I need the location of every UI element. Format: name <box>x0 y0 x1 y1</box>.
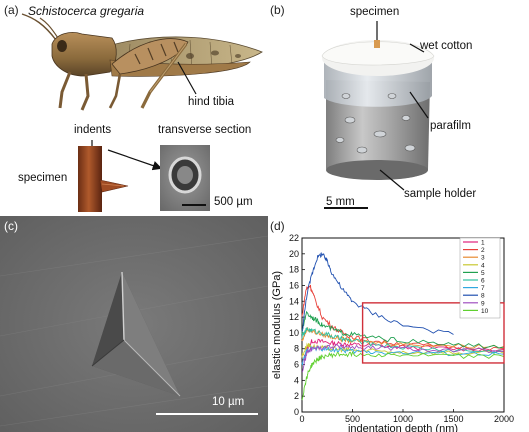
legend-entry-8: 8 <box>481 293 485 300</box>
y-tick-label: 10 <box>289 328 299 338</box>
y-tick-label: 20 <box>289 249 299 259</box>
panel-c: (c) 10 µm <box>0 216 268 432</box>
legend-entry-10: 10 <box>481 308 489 315</box>
x-tick-label: 500 <box>345 414 360 424</box>
x-tick-label: 2000 <box>494 414 514 424</box>
wet-cotton-label: wet cotton <box>420 40 473 52</box>
y-tick-label: 8 <box>294 344 299 354</box>
parafilm-label: parafilm <box>430 120 471 132</box>
highlight-box <box>361 302 505 364</box>
y-tick-label: 14 <box>289 296 299 306</box>
specimen-label-a: specimen <box>18 172 68 184</box>
species-name: Schistocerca gregaria <box>28 4 145 18</box>
y-tick-label: 2 <box>294 391 299 401</box>
series-line-8 <box>301 251 454 335</box>
tibia-specimen-image <box>78 146 129 212</box>
legend-entry-9: 9 <box>481 300 485 307</box>
hind-tibia-label: hind tibia <box>188 96 235 108</box>
x-tick-label: 1000 <box>393 414 413 424</box>
series-line-9 <box>302 343 505 373</box>
y-tick-label: 4 <box>294 375 299 385</box>
scalebar-500um: 500 µm <box>214 196 253 208</box>
sem-indent-image <box>0 216 268 432</box>
y-tick-label: 16 <box>289 280 299 290</box>
legend-entry-5: 5 <box>481 270 485 277</box>
legend-entry-2: 2 <box>481 247 485 254</box>
legend-entry-7: 7 <box>481 285 485 292</box>
scalebar-5mm: 5 mm <box>326 196 355 208</box>
sample-holder-label: sample holder <box>404 188 477 200</box>
legend-box <box>459 237 501 319</box>
series-line-10 <box>301 350 505 401</box>
y-tick-label: 12 <box>289 312 299 322</box>
series-line-6 <box>301 327 505 354</box>
series-line-1 <box>301 338 505 364</box>
legend-entry-6: 6 <box>481 278 485 285</box>
panel-c-label: (c) <box>4 219 18 233</box>
panel-a-label: (a) <box>4 3 19 17</box>
indents-label: indents <box>74 124 112 136</box>
y-tick-label: 18 <box>289 265 299 275</box>
y-tick-label: 22 <box>289 233 299 243</box>
series-line-5 <box>301 310 505 349</box>
panel-a: (a) Schistocerca gregaria <box>0 0 270 215</box>
transverse-section-sem <box>160 145 210 211</box>
scalebar-10um: 10 µm <box>212 396 245 408</box>
panel-b: (b) <box>270 0 529 215</box>
legend-entry-3: 3 <box>481 255 485 262</box>
transverse-section-label: transverse section <box>158 124 252 136</box>
y-axis-label: elastic modulus (GPa) <box>271 271 283 379</box>
sample-holder-image <box>321 21 435 209</box>
panel-b-label: (b) <box>270 3 285 17</box>
y-tick-label: 6 <box>294 360 299 370</box>
x-tick-label: 0 <box>299 414 304 424</box>
x-axis-label: indentation depth (nm) <box>348 423 458 432</box>
grasshopper-image <box>21 13 263 111</box>
panel-d-label: (d) <box>270 219 285 233</box>
hind-tibia-pointer <box>177 61 197 95</box>
panel-d: (d) 0 2 4 6 8 10 12 14 16 18 20 22 0 500 1000 1500 2000 i… <box>270 216 529 432</box>
x-tick-label: 1500 <box>443 414 463 424</box>
y-tick-label: 0 <box>294 407 299 417</box>
legend-entry-1: 1 <box>481 240 485 247</box>
legend-entry-4: 4 <box>481 262 485 269</box>
specimen-label-b: specimen <box>350 6 400 18</box>
